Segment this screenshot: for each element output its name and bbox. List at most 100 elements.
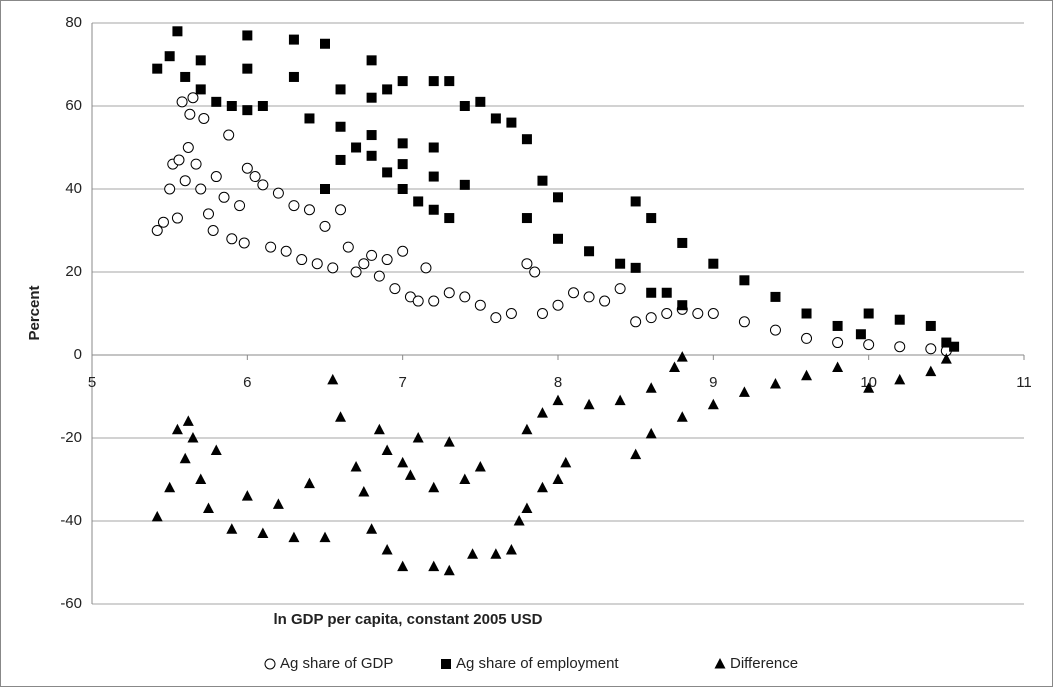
data-point [467,548,479,559]
data-point [176,96,188,108]
data-point [211,96,222,107]
data-point [195,183,207,195]
data-point [351,142,362,153]
data-point [296,254,308,266]
data-point [397,159,408,170]
data-point [474,299,486,311]
data-point [195,473,207,484]
data-point [180,71,191,82]
data-point [257,527,269,538]
y-axis-label: Percent [26,285,43,340]
data-point [358,485,370,497]
data-point [381,444,393,455]
data-point [342,241,354,253]
data-point [272,187,284,199]
data-point [863,308,874,319]
data-point [529,266,541,278]
data-point [863,339,875,351]
data-point [366,92,377,103]
data-point [242,105,253,116]
data-point [459,179,470,190]
data-point [894,373,906,385]
data-point [257,101,268,111]
data-point [459,101,470,111]
data-point [311,258,323,270]
x-tick-label: 8 [554,374,562,391]
data-point [894,314,905,325]
data-point [366,130,377,141]
y-tick-label: -20 [60,429,82,446]
data-point [303,477,315,489]
data-point [373,423,385,435]
data-point [288,71,299,82]
data-point [646,213,657,224]
data-point [552,473,564,484]
data-point [630,262,641,273]
data-point [801,308,812,319]
data-point [381,254,393,266]
data-point [855,329,866,340]
data-point [249,171,261,183]
data-point [832,337,844,349]
data-point [506,117,517,128]
data-point [738,316,750,328]
data-point [350,461,362,472]
data-point [584,246,595,257]
data-point [521,258,533,270]
data-point [553,233,563,244]
data-point [265,241,277,253]
data-point [669,361,680,372]
x-tick-label: 11 [1016,374,1032,391]
data-point [444,213,455,224]
data-point [552,394,564,406]
data-point [925,365,937,377]
data-point [187,432,199,443]
y-tick-label: -40 [60,512,82,529]
legend-label: Ag share of GDP [280,655,393,672]
data-point [769,378,781,389]
data-point [428,171,439,182]
y-tick-label: 20 [65,263,82,280]
data-point [490,312,502,324]
data-point [676,411,688,422]
data-point [184,108,196,120]
data-point [925,343,937,355]
data-point [366,249,378,261]
data-point [428,560,440,572]
data-point [553,192,563,203]
data-point [521,423,533,435]
data-point [769,324,781,336]
data-point [320,184,330,194]
data-point [226,233,238,245]
data-point [894,341,906,353]
data-point [428,295,440,307]
data-point [692,308,704,319]
data-point [661,287,672,298]
data-point [179,175,191,187]
data-point [280,245,292,257]
data-point [238,237,250,249]
data-point [505,308,517,319]
data-point [863,382,875,393]
data-point [327,373,339,385]
data-point [490,548,502,559]
data-point [234,200,246,212]
data-point [350,266,362,278]
data-point [536,407,548,418]
x-tick-label: 6 [243,374,251,391]
data-point [475,96,486,107]
data-point [382,84,393,95]
data-point [614,394,626,406]
legend-marker [714,658,726,669]
data-point [288,34,299,45]
data-point [707,308,719,319]
data-point [536,481,548,493]
data-point [203,208,214,220]
data-point [241,490,253,501]
data-point [164,481,176,493]
data-point [537,175,548,186]
data-point [801,369,813,381]
data-point [428,204,439,215]
data-point [661,308,673,319]
